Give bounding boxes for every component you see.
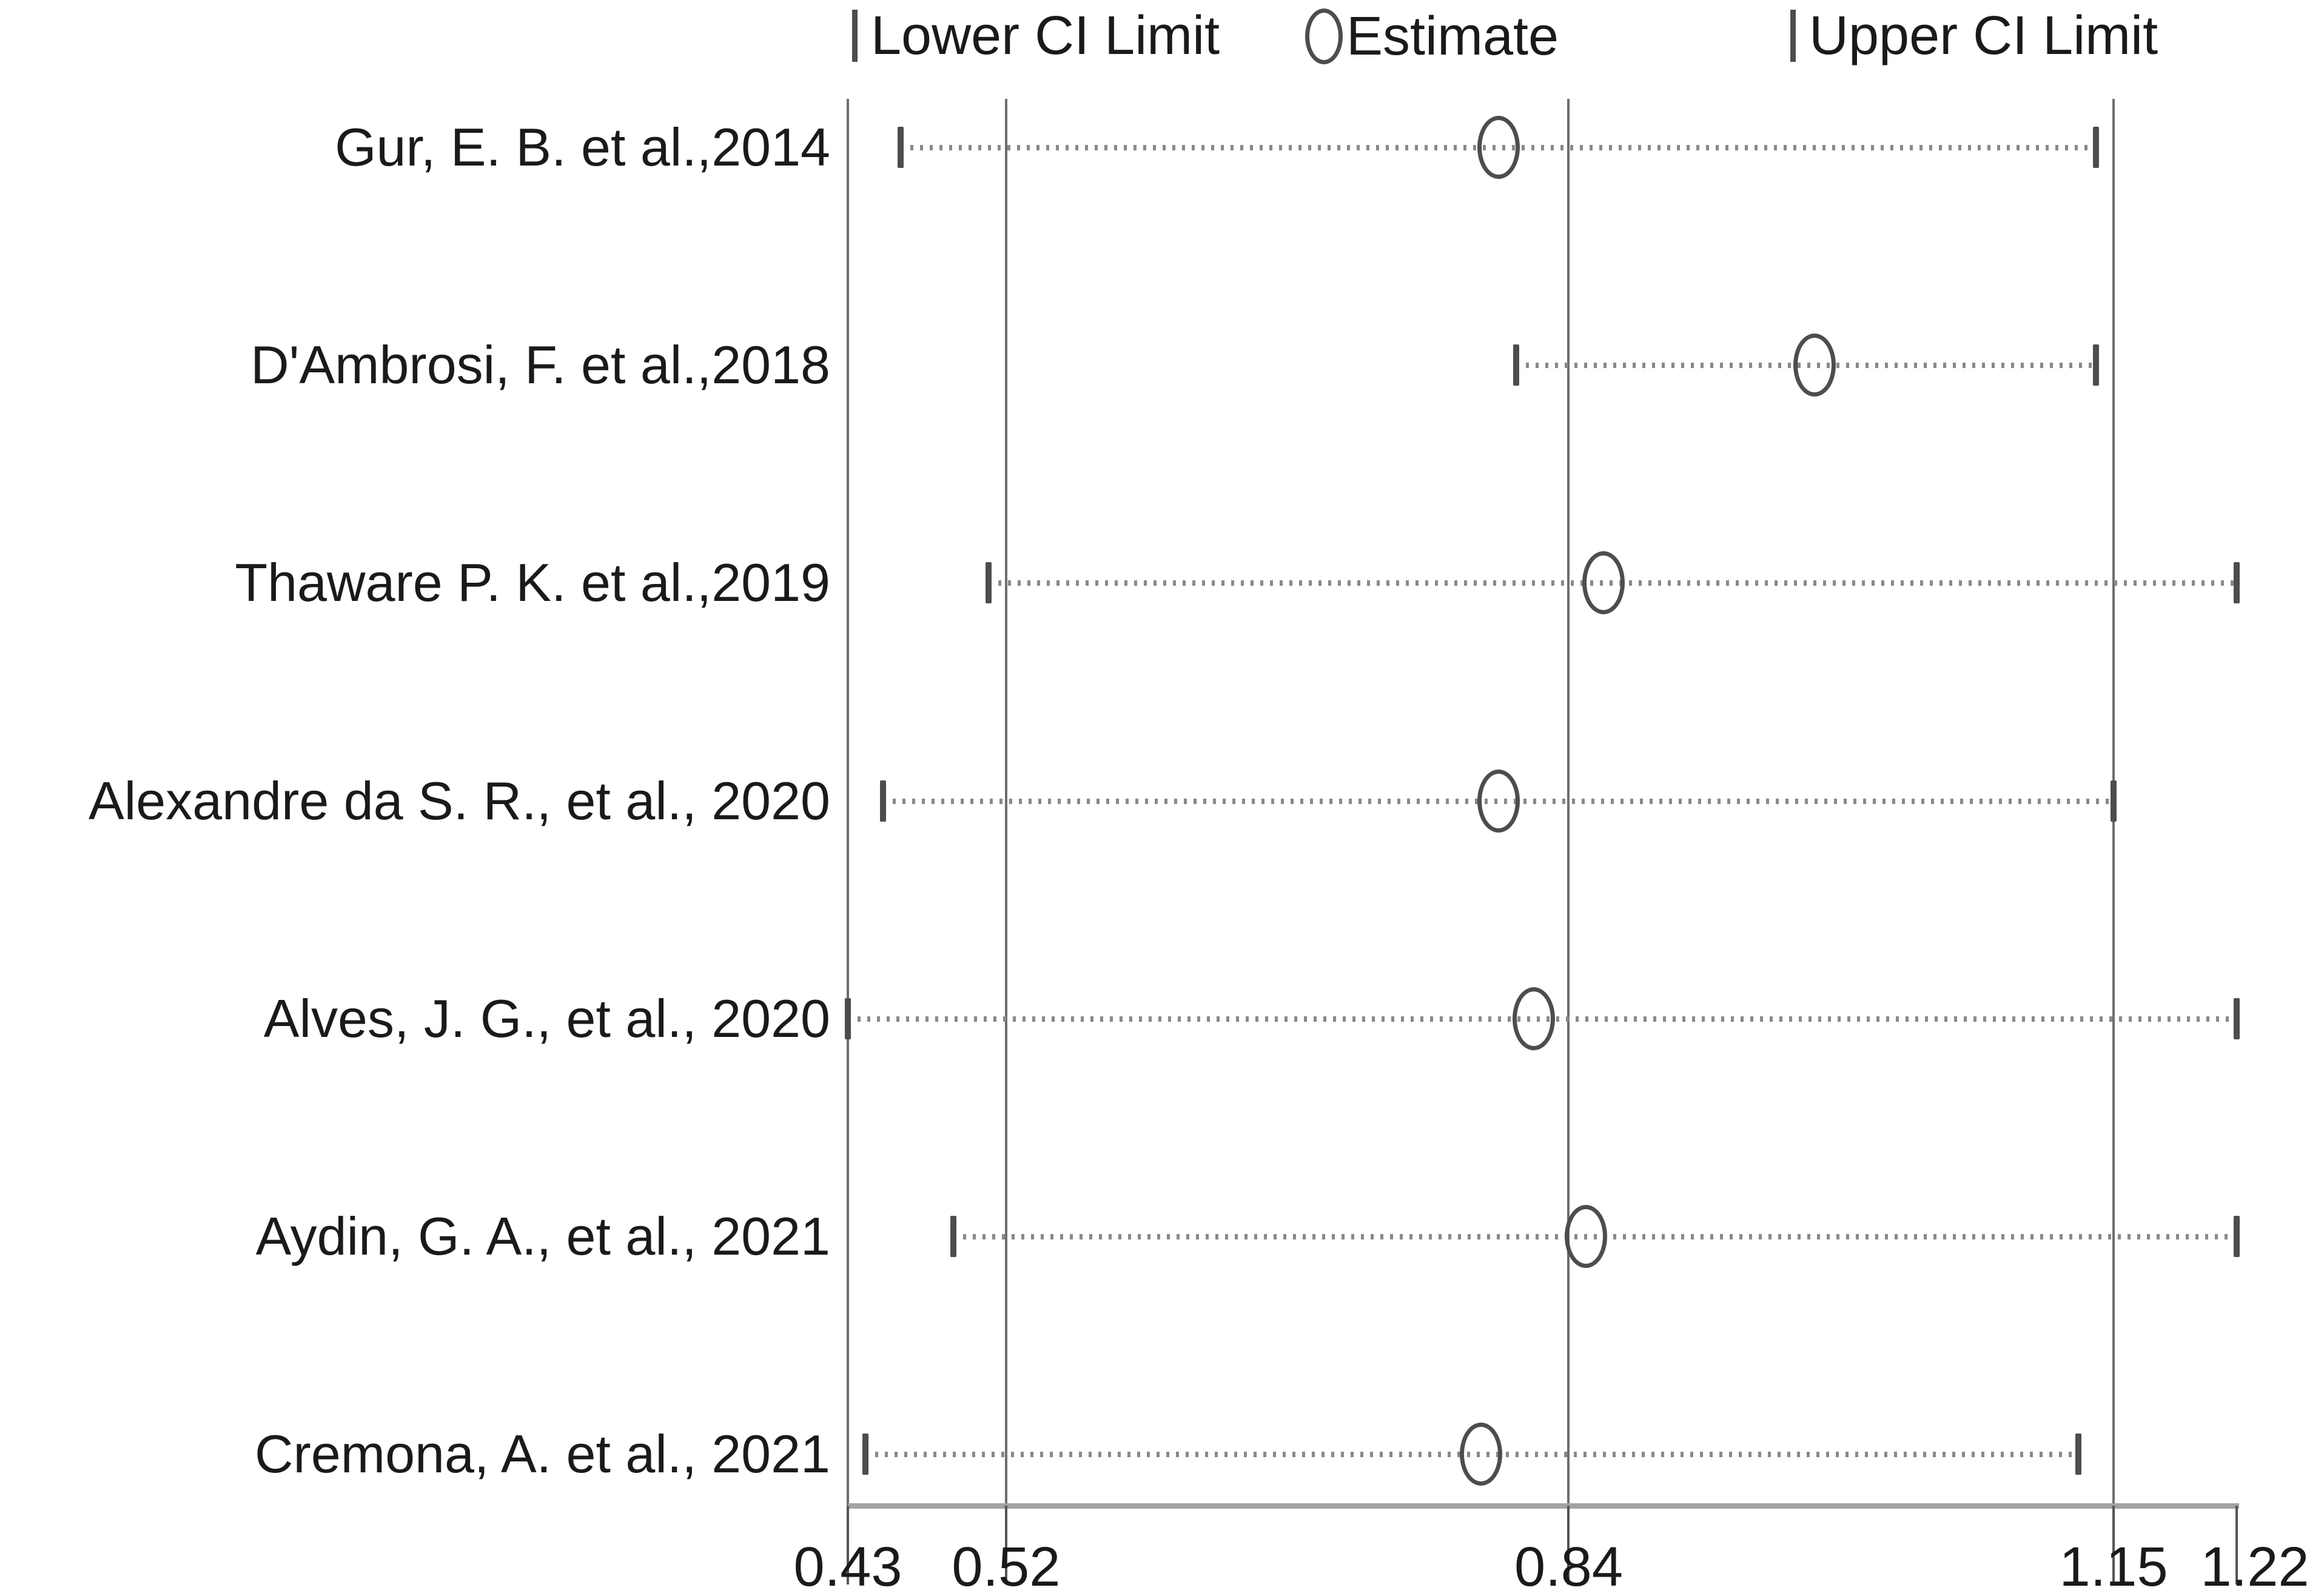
legend-item-lower-ci: Lower CI Limit xyxy=(852,8,1220,63)
estimate-marker xyxy=(1793,334,1836,397)
x-axis-tick xyxy=(2235,1506,2238,1585)
x-tick-label: 0.52 xyxy=(952,1536,1061,1593)
legend-item-upper-ci: Upper CI Limit xyxy=(1790,8,2158,63)
estimate-marker xyxy=(1512,987,1555,1050)
x-axis-line xyxy=(848,1503,2239,1509)
lower-ci-tick-icon xyxy=(852,10,858,62)
study-label: Gur, E. B. et al.,2014 xyxy=(335,117,830,177)
study-label: Alves, J. G., et al., 2020 xyxy=(263,988,830,1048)
ci-lower-tick xyxy=(845,998,851,1039)
ci-lower-tick xyxy=(897,127,904,168)
estimate-marker xyxy=(1477,116,1520,179)
ci-upper-tick xyxy=(2234,998,2240,1039)
legend-item-estimate: Estimate xyxy=(1305,8,1559,64)
ci-lower-tick xyxy=(950,1216,956,1257)
upper-ci-tick-icon xyxy=(1790,10,1796,62)
estimate-circle-icon xyxy=(1305,8,1343,64)
ci-lower-tick xyxy=(862,1434,868,1475)
estimate-marker xyxy=(1459,1423,1502,1486)
estimate-marker xyxy=(1582,551,1625,615)
ci-upper-tick xyxy=(2111,780,2117,822)
ci-lower-tick xyxy=(879,780,886,822)
estimate-marker xyxy=(1477,769,1520,833)
legend-label-upper-ci: Upper CI Limit xyxy=(1809,5,2158,66)
ci-upper-tick xyxy=(2234,1216,2240,1257)
x-axis-tick xyxy=(1567,1506,1570,1585)
study-label: Thaware P. K. et al.,2019 xyxy=(235,552,830,613)
legend-label-lower-ci: Lower CI Limit xyxy=(871,5,1220,66)
x-tick-label: 0.43 xyxy=(793,1536,902,1593)
study-label: D'Ambrosi, F. et al.,2018 xyxy=(250,335,830,395)
study-label: Alexandre da S. R., et al., 2020 xyxy=(89,770,830,831)
x-axis-tick xyxy=(847,1506,849,1585)
study-label: Cremona, A. et al., 2021 xyxy=(254,1424,830,1484)
x-axis-tick xyxy=(1004,1506,1007,1585)
ci-lower-tick xyxy=(1513,344,1519,386)
x-axis-tick xyxy=(2112,1506,2115,1585)
legend-label-estimate: Estimate xyxy=(1346,6,1559,67)
ci-upper-tick xyxy=(2234,562,2240,604)
ci-upper-tick xyxy=(2075,1434,2082,1475)
gridline xyxy=(847,99,849,1506)
ci-upper-tick xyxy=(2093,127,2100,168)
study-label: Aydin, G. A., et al., 2021 xyxy=(255,1206,830,1266)
x-tick-label: 1.15 xyxy=(2059,1536,2168,1593)
x-tick-label: 1.22 xyxy=(2200,1536,2309,1593)
estimate-marker xyxy=(1565,1205,1608,1268)
ci-upper-tick xyxy=(2093,344,2100,386)
x-tick-label: 0.84 xyxy=(1514,1536,1623,1593)
ci-lower-tick xyxy=(985,562,992,604)
